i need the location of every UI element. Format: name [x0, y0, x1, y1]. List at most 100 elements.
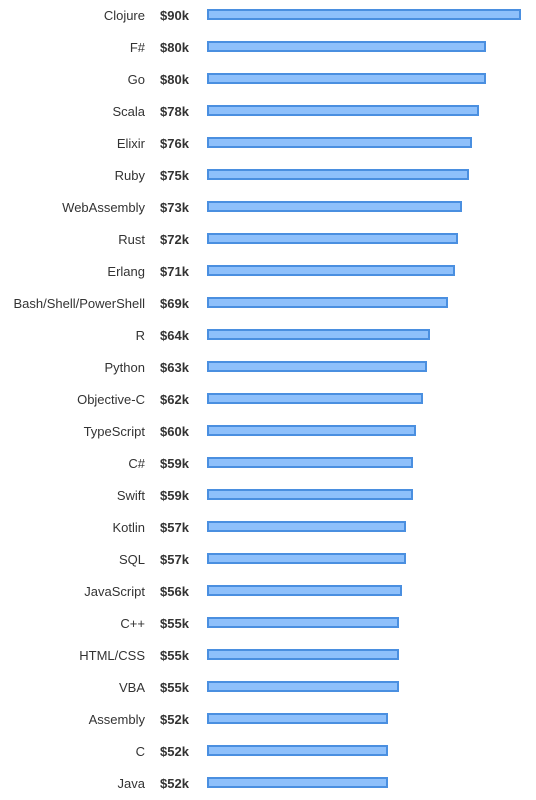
salary-bar: [207, 553, 406, 564]
category-label: Java: [118, 768, 145, 800]
value-label: $78k: [160, 96, 189, 128]
bar-row: Python $63k: [0, 352, 536, 384]
salary-bar: [207, 265, 455, 276]
value-label: $71k: [160, 256, 189, 288]
bar-row: HTML/CSS $55k: [0, 640, 536, 672]
value-label: $55k: [160, 672, 189, 704]
bar-row: Scala $78k: [0, 96, 536, 128]
value-label: $55k: [160, 608, 189, 640]
category-label: Clojure: [104, 0, 145, 32]
salary-bar: [207, 297, 448, 308]
salary-bar: [207, 713, 388, 724]
bar-row: Swift $59k: [0, 480, 536, 512]
bar-row: JavaScript $56k: [0, 576, 536, 608]
bar-row: F# $80k: [0, 32, 536, 64]
category-label: Elixir: [117, 128, 145, 160]
value-label: $90k: [160, 0, 189, 32]
bar-row: C $52k: [0, 736, 536, 768]
value-label: $57k: [160, 544, 189, 576]
bar-row: Rust $72k: [0, 224, 536, 256]
salary-bar: [207, 425, 416, 436]
salary-bar: [207, 105, 479, 116]
category-label: TypeScript: [84, 416, 145, 448]
category-label: C: [136, 736, 145, 768]
category-label: JavaScript: [84, 576, 145, 608]
category-label: C#: [128, 448, 145, 480]
value-label: $57k: [160, 512, 189, 544]
category-label: Kotlin: [112, 512, 145, 544]
salary-bar: [207, 169, 469, 180]
category-label: R: [136, 320, 145, 352]
salary-bar: [207, 521, 406, 532]
category-label: C++: [120, 608, 145, 640]
salary-bar: [207, 361, 427, 372]
value-label: $59k: [160, 480, 189, 512]
value-label: $76k: [160, 128, 189, 160]
salary-bar: [207, 457, 413, 468]
category-label: Python: [105, 352, 145, 384]
category-label: Scala: [112, 96, 145, 128]
bar-row: C++ $55k: [0, 608, 536, 640]
category-label: WebAssembly: [62, 192, 145, 224]
salary-bar: [207, 41, 486, 52]
salary-bar: [207, 649, 399, 660]
salary-bar: [207, 73, 486, 84]
category-label: Go: [128, 64, 145, 96]
bar-row: R $64k: [0, 320, 536, 352]
bar-row: Ruby $75k: [0, 160, 536, 192]
category-label: SQL: [119, 544, 145, 576]
salary-bar: [207, 137, 472, 148]
category-label: F#: [130, 32, 145, 64]
value-label: $63k: [160, 352, 189, 384]
category-label: Bash/Shell/PowerShell: [13, 288, 145, 320]
value-label: $52k: [160, 704, 189, 736]
salary-bar: [207, 393, 423, 404]
bar-row: Java $52k: [0, 768, 536, 800]
bar-row: Assembly $52k: [0, 704, 536, 736]
salary-bar: [207, 585, 402, 596]
salary-bar: [207, 745, 388, 756]
value-label: $72k: [160, 224, 189, 256]
category-label: Erlang: [107, 256, 145, 288]
bar-row: SQL $57k: [0, 544, 536, 576]
salary-bar: [207, 489, 413, 500]
salary-bar: [207, 9, 521, 20]
value-label: $75k: [160, 160, 189, 192]
bar-row: C# $59k: [0, 448, 536, 480]
category-label: Ruby: [115, 160, 145, 192]
bar-row: TypeScript $60k: [0, 416, 536, 448]
bar-row: Go $80k: [0, 64, 536, 96]
value-label: $69k: [160, 288, 189, 320]
value-label: $60k: [160, 416, 189, 448]
value-label: $59k: [160, 448, 189, 480]
salary-bar: [207, 777, 388, 788]
salary-bar: [207, 233, 458, 244]
bar-row: Kotlin $57k: [0, 512, 536, 544]
bar-row: Erlang $71k: [0, 256, 536, 288]
category-label: Objective-C: [77, 384, 145, 416]
salary-bar: [207, 329, 430, 340]
value-label: $80k: [160, 32, 189, 64]
value-label: $80k: [160, 64, 189, 96]
salary-bar: [207, 201, 462, 212]
bar-row: Bash/Shell/PowerShell $69k: [0, 288, 536, 320]
value-label: $56k: [160, 576, 189, 608]
category-label: VBA: [119, 672, 145, 704]
bar-row: Elixir $76k: [0, 128, 536, 160]
bar-row: VBA $55k: [0, 672, 536, 704]
category-label: Assembly: [89, 704, 145, 736]
value-label: $52k: [160, 736, 189, 768]
bar-row: Objective-C $62k: [0, 384, 536, 416]
category-label: Swift: [117, 480, 145, 512]
value-label: $52k: [160, 768, 189, 800]
salary-bar: [207, 617, 399, 628]
value-label: $55k: [160, 640, 189, 672]
category-label: HTML/CSS: [79, 640, 145, 672]
value-label: $62k: [160, 384, 189, 416]
category-label: Rust: [118, 224, 145, 256]
value-label: $73k: [160, 192, 189, 224]
bar-row: WebAssembly $73k: [0, 192, 536, 224]
bar-row: Clojure $90k: [0, 0, 536, 32]
salary-bar: [207, 681, 399, 692]
